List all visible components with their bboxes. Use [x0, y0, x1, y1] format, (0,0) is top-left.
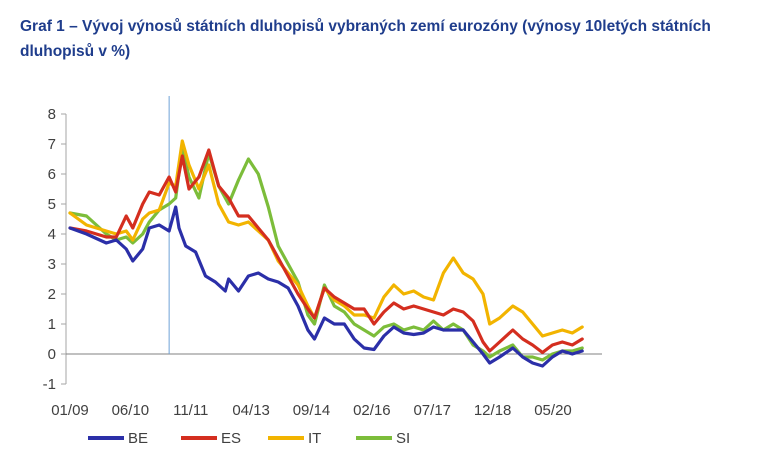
series-line-be — [68, 205, 584, 368]
x-tick-label: 11/11 — [173, 402, 208, 419]
legend-label-it: IT — [308, 430, 321, 447]
x-tick-label: 05/20 — [534, 402, 572, 419]
x-tick-label: 07/17 — [413, 402, 451, 419]
x-tick-label: 06/10 — [112, 402, 150, 419]
chart-title-line-2: dluhopisů v %) — [20, 43, 131, 60]
x-tick-label: 02/16 — [353, 402, 391, 419]
x-tick-label: 04/13 — [232, 402, 270, 419]
x-tick-label: 01/09 — [51, 402, 89, 419]
x-tick-label: 12/18 — [474, 402, 512, 419]
y-tick-label: 1 — [48, 316, 56, 333]
y-tick-label: 8 — [48, 106, 56, 123]
y-tick-label: 3 — [48, 256, 56, 273]
x-tick-label: 09/14 — [293, 402, 331, 419]
chart-title: Graf 1 – Vývoj výnosů státních dluhopisů… — [20, 14, 784, 64]
y-tick-label: 4 — [48, 226, 56, 243]
y-tick-label: 6 — [48, 166, 56, 183]
legend-label-be: BE — [128, 430, 148, 447]
chart-title-line-1: Graf 1 – Vývoj výnosů státních dluhopisů… — [20, 18, 711, 35]
legend-label-es: ES — [221, 430, 241, 447]
series-line-si — [68, 145, 584, 362]
y-tick-label: 7 — [48, 136, 56, 153]
y-tick-label: 2 — [48, 286, 56, 303]
legend-label-si: SI — [396, 430, 410, 447]
y-tick-label: -1 — [43, 376, 56, 393]
y-tick-label: 0 — [48, 346, 56, 363]
y-tick-label: 5 — [48, 196, 56, 213]
series-line-es — [68, 148, 584, 355]
